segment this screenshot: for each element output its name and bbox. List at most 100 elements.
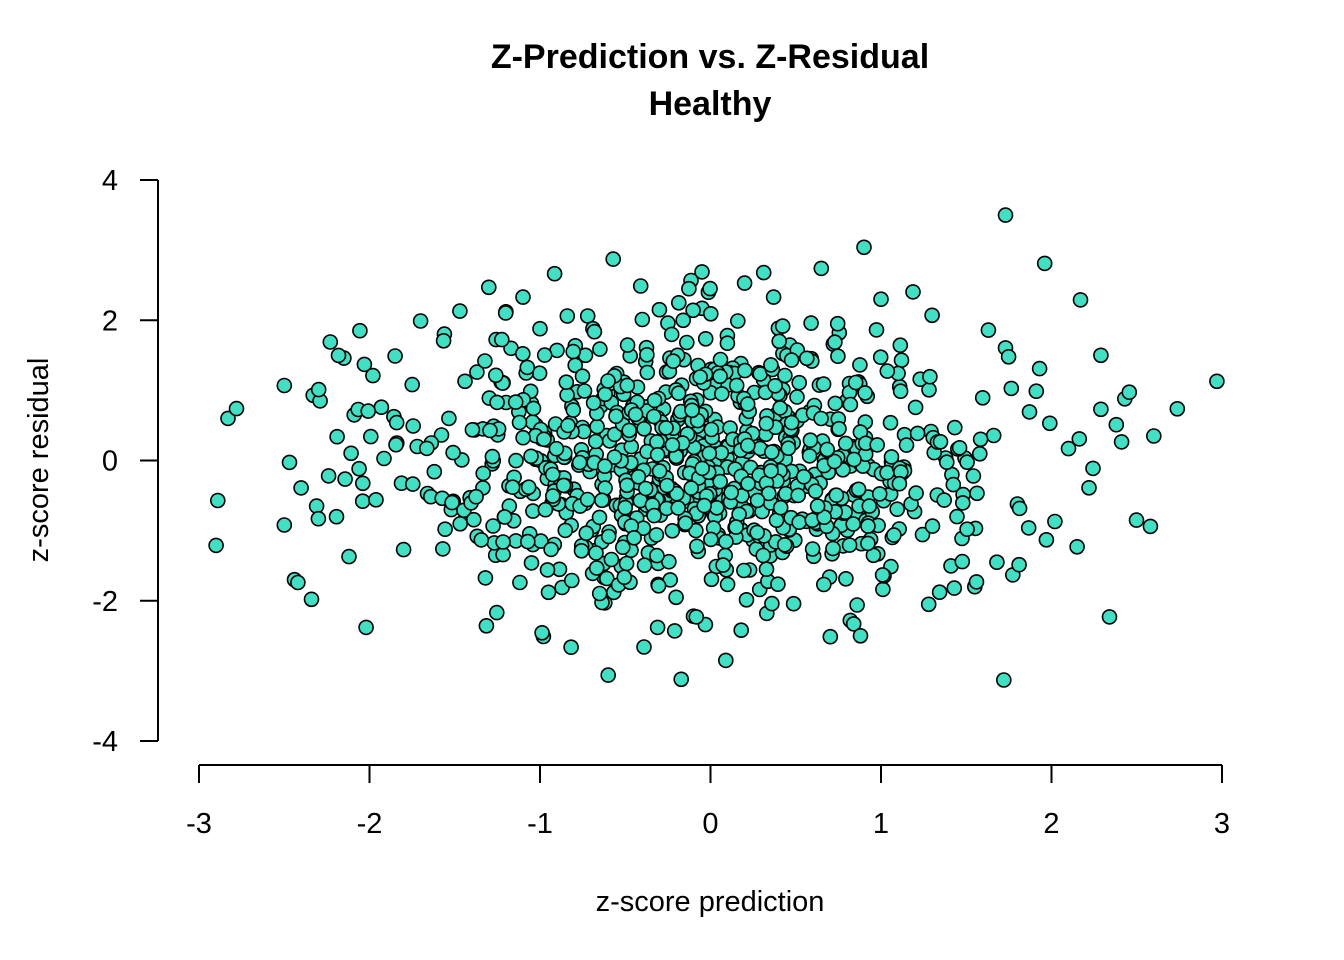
data-point <box>480 279 497 296</box>
data-point <box>484 448 501 465</box>
data-point <box>764 595 780 612</box>
data-point <box>869 437 886 453</box>
data-point <box>822 628 839 645</box>
data-point <box>404 476 421 492</box>
data-point <box>598 570 615 587</box>
data-point <box>791 514 808 531</box>
data-point <box>508 452 524 469</box>
data-point <box>790 487 807 504</box>
data-point <box>293 480 309 496</box>
data-point <box>1060 440 1077 457</box>
data-point <box>819 441 836 458</box>
data-point <box>758 561 775 578</box>
data-point <box>659 477 675 494</box>
data-point <box>715 557 731 573</box>
data-point <box>968 574 985 590</box>
data-point <box>723 484 740 501</box>
data-point <box>591 509 608 526</box>
data-point <box>889 501 906 518</box>
data-point <box>684 402 700 419</box>
data-point <box>668 589 684 606</box>
data-point <box>789 389 805 405</box>
data-point <box>649 547 665 564</box>
data-point <box>974 389 991 406</box>
data-point <box>850 481 867 498</box>
data-point <box>694 264 710 280</box>
data-point <box>504 479 521 496</box>
data-point <box>807 483 824 500</box>
data-point <box>827 395 844 412</box>
data-point <box>908 485 924 501</box>
data-point <box>457 373 473 390</box>
data-point <box>322 334 339 350</box>
data-point <box>544 466 561 483</box>
x-tick-label: -2 <box>357 808 383 840</box>
data-point <box>914 526 931 543</box>
data-point <box>600 667 617 683</box>
data-point <box>665 353 682 370</box>
data-point <box>1128 512 1145 528</box>
data-point <box>780 440 797 457</box>
data-point <box>1085 460 1101 477</box>
data-point <box>636 420 652 437</box>
data-point <box>719 335 736 352</box>
data-point <box>770 576 786 593</box>
data-point <box>626 529 642 546</box>
y-axis-label: z-score residual <box>23 358 55 563</box>
data-point <box>444 494 460 511</box>
data-point <box>560 417 576 434</box>
data-point <box>337 471 353 487</box>
data-point <box>1047 513 1063 530</box>
data-point <box>772 400 788 416</box>
data-point <box>785 595 802 612</box>
data-point <box>627 406 644 423</box>
data-point <box>681 280 697 297</box>
data-point <box>1169 400 1186 417</box>
data-point <box>290 574 306 591</box>
data-point <box>525 400 542 417</box>
data-point <box>852 627 869 644</box>
data-point <box>578 525 595 542</box>
data-point <box>1000 348 1017 365</box>
data-point <box>619 377 636 394</box>
data-point <box>365 367 381 384</box>
data-point <box>882 414 899 431</box>
data-point <box>946 580 963 596</box>
data-point <box>1209 373 1225 390</box>
data-point <box>310 510 327 527</box>
data-point <box>1093 347 1109 364</box>
data-point <box>972 431 989 448</box>
data-point <box>404 376 421 393</box>
data-point <box>435 332 452 349</box>
data-point <box>1142 518 1159 535</box>
data-point <box>827 334 843 351</box>
data-point <box>330 347 347 364</box>
data-point <box>608 408 624 425</box>
data-point <box>478 617 495 634</box>
data-point <box>632 278 649 294</box>
y-tick-label: -4 <box>92 726 118 758</box>
data-point <box>588 545 604 561</box>
data-point <box>497 305 514 321</box>
y-axis: -4 -2 0 2 4 <box>92 165 159 758</box>
data-point <box>651 301 668 318</box>
data-point <box>739 437 756 454</box>
data-point <box>738 591 755 608</box>
data-point <box>639 346 655 363</box>
data-point <box>989 554 1005 571</box>
data-point <box>826 453 843 470</box>
data-point <box>579 308 596 324</box>
data-point <box>954 553 971 570</box>
data-point <box>920 596 937 613</box>
data-point <box>1003 380 1020 397</box>
data-point <box>512 574 528 591</box>
data-point <box>600 373 616 389</box>
data-point <box>468 488 484 505</box>
data-point <box>702 280 718 297</box>
data-point <box>924 307 940 324</box>
data-point <box>1113 434 1130 450</box>
data-point <box>729 313 746 329</box>
data-point <box>1101 609 1118 625</box>
data-point <box>803 315 819 331</box>
data-point <box>755 547 772 564</box>
